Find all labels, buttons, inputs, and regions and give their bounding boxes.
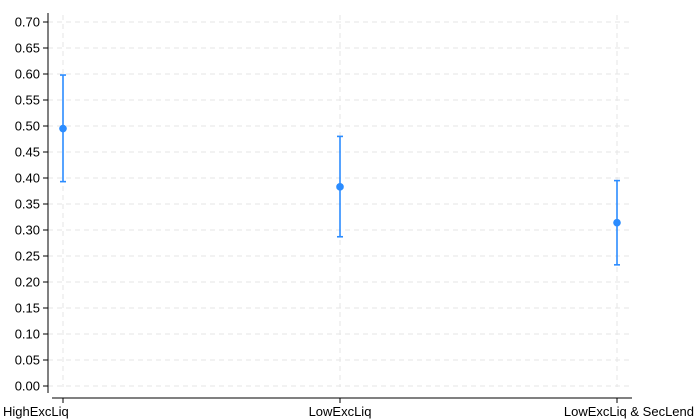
data-marks — [59, 74, 621, 266]
y-tick-label: 0.55 — [15, 93, 40, 108]
y-tick-label: 0.00 — [15, 379, 40, 394]
y-tick-label: 0.40 — [15, 171, 40, 186]
x-tick-label: HighExcLiq — [3, 404, 69, 419]
y-tick-label: 0.10 — [15, 327, 40, 342]
x-tick-label: LowExcLiq & SecLend — [564, 404, 694, 419]
x-tick-label: LowExcLiq — [309, 404, 372, 419]
y-tick-label: 0.60 — [15, 67, 40, 82]
y-axis-ticks: 0.00 0.05 0.10 0.15 0.20 0.25 0.30 0.35 0.40 0.45… — [15, 15, 48, 394]
y-tick-label: 0.15 — [15, 301, 40, 316]
point-estimate — [613, 218, 621, 227]
axes — [47, 13, 632, 399]
grid-lines — [48, 15, 630, 387]
y-tick-label: 0.70 — [15, 15, 40, 30]
y-tick-label: 0.25 — [15, 249, 40, 264]
y-tick-label: 0.50 — [15, 119, 40, 134]
x-axis-ticks: HighExcLiq LowExcLiq LowExcLiq & SecLend — [3, 398, 694, 419]
y-tick-label: 0.30 — [15, 223, 40, 238]
y-tick-label: 0.65 — [15, 41, 40, 56]
y-tick-label: 0.05 — [15, 353, 40, 368]
point-estimate — [59, 124, 67, 133]
point-estimate — [336, 183, 344, 191]
y-tick-label: 0.35 — [15, 197, 40, 212]
y-tick-label: 0.45 — [15, 145, 40, 160]
y-tick-label: 0.20 — [15, 275, 40, 290]
